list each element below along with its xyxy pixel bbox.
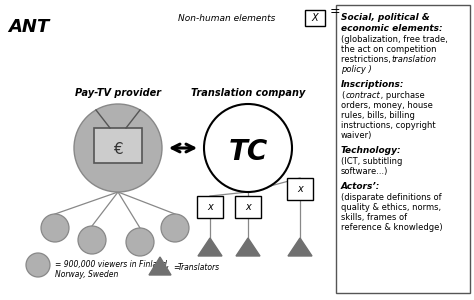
Text: instructions, copyright: instructions, copyright <box>341 121 436 130</box>
Polygon shape <box>288 238 312 256</box>
Text: Technology:: Technology: <box>341 146 401 155</box>
Text: software...): software...) <box>341 167 388 176</box>
Text: , purchase: , purchase <box>378 91 425 100</box>
Text: translation: translation <box>391 55 436 64</box>
Text: Inscriptions:: Inscriptions: <box>341 80 404 89</box>
Text: Norway, Sweden: Norway, Sweden <box>55 270 118 279</box>
Text: Pay-TV provider: Pay-TV provider <box>75 88 161 98</box>
Text: Translation company: Translation company <box>191 88 305 98</box>
Circle shape <box>126 228 154 256</box>
Text: =: = <box>330 5 341 18</box>
Polygon shape <box>198 238 222 256</box>
Circle shape <box>41 214 69 242</box>
Text: x: x <box>207 202 213 212</box>
Circle shape <box>26 253 50 277</box>
Circle shape <box>78 226 106 254</box>
Polygon shape <box>149 257 171 275</box>
Text: quality & ethics, norms,: quality & ethics, norms, <box>341 203 441 212</box>
Text: €: € <box>113 142 123 158</box>
Text: X: X <box>312 13 319 23</box>
Text: ANT: ANT <box>8 18 49 36</box>
Text: TC: TC <box>228 138 268 166</box>
Text: waiver): waiver) <box>341 131 373 140</box>
Text: Translators: Translators <box>178 262 220 272</box>
Bar <box>305 10 325 26</box>
Text: contract: contract <box>346 91 381 100</box>
Text: reference & knowledge): reference & knowledge) <box>341 223 443 232</box>
Bar <box>287 178 313 200</box>
Bar <box>235 196 261 218</box>
Text: = 900,000 viewers in Finland,: = 900,000 viewers in Finland, <box>55 260 169 269</box>
Bar <box>94 128 142 163</box>
Text: (disparate definitions of: (disparate definitions of <box>341 193 442 202</box>
Text: (: ( <box>341 91 344 100</box>
Text: Non-human elements: Non-human elements <box>178 14 275 23</box>
Bar <box>336 5 470 293</box>
Text: rules, bills, billing: rules, bills, billing <box>341 111 415 120</box>
Text: (ICT, subtitling: (ICT, subtitling <box>341 157 402 166</box>
Polygon shape <box>236 238 260 256</box>
Circle shape <box>74 104 162 192</box>
Text: x: x <box>297 184 303 194</box>
Text: =: = <box>174 262 183 272</box>
Text: (globalization, free trade,: (globalization, free trade, <box>341 35 448 44</box>
Text: restrictions,: restrictions, <box>341 55 393 64</box>
Circle shape <box>204 104 292 192</box>
Text: Social, political &: Social, political & <box>341 13 430 22</box>
Circle shape <box>161 214 189 242</box>
Text: policy ): policy ) <box>341 65 372 74</box>
Text: economic elements:: economic elements: <box>341 24 443 33</box>
Text: orders, money, house: orders, money, house <box>341 101 433 110</box>
Text: x: x <box>245 202 251 212</box>
Bar <box>197 196 223 218</box>
Text: the act on competition: the act on competition <box>341 45 437 54</box>
Text: skills, frames of: skills, frames of <box>341 213 407 222</box>
Text: Actors’:: Actors’: <box>341 182 380 191</box>
